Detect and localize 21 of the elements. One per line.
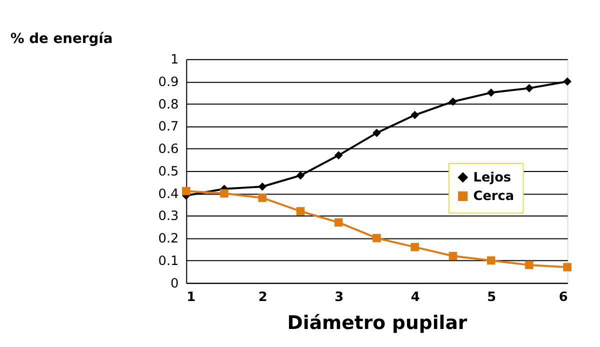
x-tick-label: 1 xyxy=(186,290,196,306)
legend-label: Cerca xyxy=(473,189,514,204)
x-tick-label: 2 xyxy=(258,290,268,306)
x-tick-label: 4 xyxy=(410,290,420,306)
y-tick-label: 0.4 xyxy=(158,186,179,202)
y-tick-label: 0.2 xyxy=(158,232,179,247)
y-tick-label: 1 xyxy=(170,52,179,68)
x-tick-label: 3 xyxy=(334,290,344,306)
y-tick-label: 0.6 xyxy=(158,142,179,158)
y-tick-label: 0.1 xyxy=(158,254,179,269)
y-tick-label: 0.3 xyxy=(158,209,179,224)
x-tick-label: 6 xyxy=(558,290,568,306)
y-tick-label: 0 xyxy=(170,276,179,292)
x-tick-label: 5 xyxy=(487,290,496,306)
y-tick-label: 0.7 xyxy=(158,120,179,135)
x-axis-title: Diámetro pupilar xyxy=(287,312,468,334)
y-axis-title: % de energía xyxy=(10,30,113,47)
y-tick-label: 0.9 xyxy=(158,74,179,90)
y-tick-label: 0.5 xyxy=(158,164,179,180)
y-tick-label: 0.8 xyxy=(158,97,179,112)
legend-label: Lejos xyxy=(473,170,512,186)
